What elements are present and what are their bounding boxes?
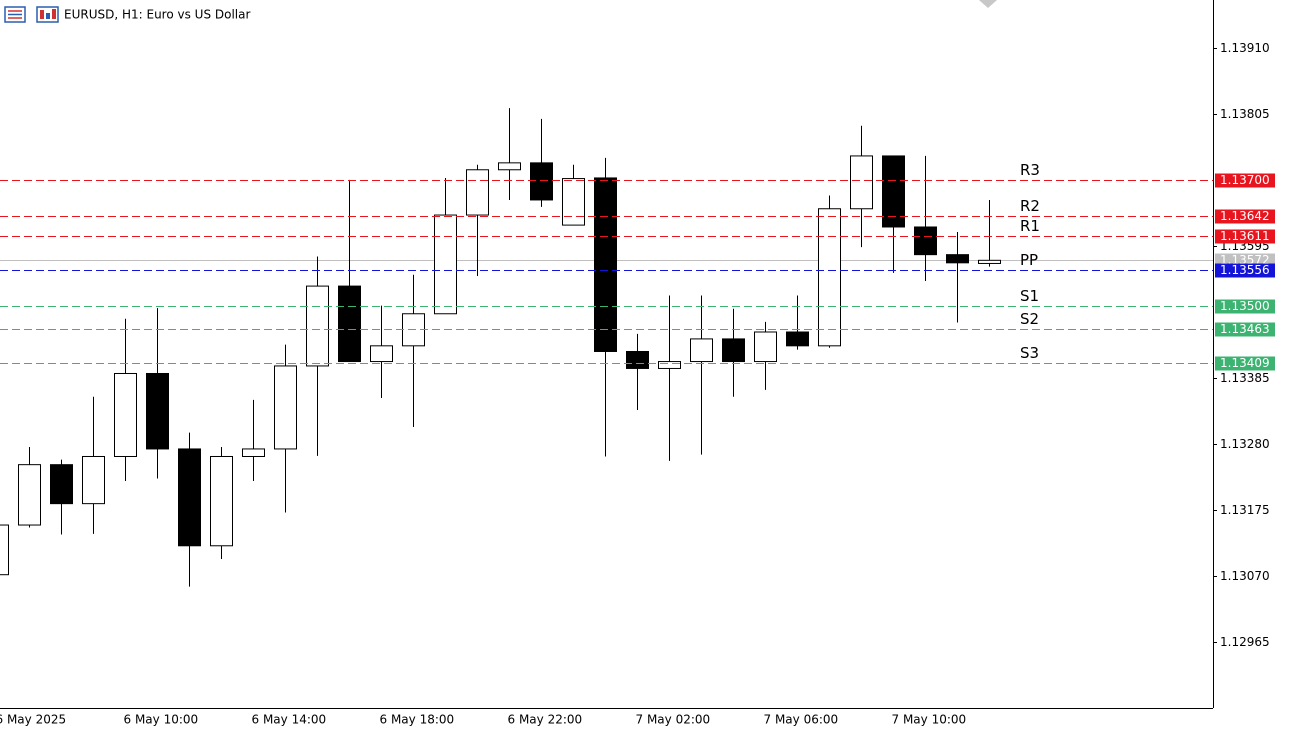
pivot-axis-label: 1.13700 bbox=[1220, 173, 1270, 187]
candle-body bbox=[306, 285, 329, 367]
pivot-name: S1 bbox=[1020, 287, 1039, 305]
candle-body bbox=[882, 155, 905, 228]
candle-body bbox=[18, 464, 41, 526]
x-tick-label: 6 May 18:00 bbox=[380, 713, 455, 727]
pivot-name: S3 bbox=[1020, 344, 1039, 362]
chart-title: EURUSD, H1: Euro vs US Dollar bbox=[64, 8, 250, 22]
candle-body bbox=[338, 285, 361, 363]
pivot-name: R3 bbox=[1020, 161, 1040, 179]
candle-body bbox=[466, 169, 489, 216]
pivot-axis-box bbox=[1215, 299, 1275, 314]
pivot-axis-box bbox=[1215, 322, 1275, 337]
pivot-axis-label: 1.13642 bbox=[1220, 209, 1270, 223]
candle-body bbox=[498, 162, 521, 171]
candle-body bbox=[242, 448, 265, 457]
candle-body bbox=[946, 254, 969, 264]
x-tick-label: 6 May 22:00 bbox=[508, 713, 583, 727]
x-tick-label: 6 May 2025 bbox=[0, 713, 66, 727]
pivot-axis-box bbox=[1215, 229, 1275, 244]
candle-body bbox=[114, 372, 137, 457]
pivot-name: R1 bbox=[1020, 217, 1040, 235]
pivot-axis-box bbox=[1215, 209, 1275, 224]
candle-body bbox=[530, 162, 553, 201]
y-tick-label: 1.13280 bbox=[1220, 437, 1270, 451]
candle-body bbox=[722, 338, 745, 363]
pivot-axis-label: 1.13611 bbox=[1220, 229, 1270, 243]
pivot-axis-box bbox=[1215, 173, 1275, 188]
candle-body bbox=[850, 155, 873, 210]
candle-body bbox=[274, 365, 297, 450]
candle-body bbox=[786, 331, 809, 347]
candle-body bbox=[434, 214, 457, 315]
pivot-axis-label: 1.13556 bbox=[1220, 263, 1270, 277]
candle-body bbox=[690, 338, 713, 363]
candle-body bbox=[146, 372, 169, 450]
pivot-axis-label: 1.13463 bbox=[1220, 322, 1270, 336]
pivot-name: S2 bbox=[1020, 310, 1039, 328]
pivot-axis-box bbox=[1215, 263, 1275, 278]
candle-body bbox=[978, 259, 1001, 264]
candle-body bbox=[178, 448, 201, 547]
x-tick-label: 6 May 10:00 bbox=[124, 713, 199, 727]
candle-body bbox=[818, 208, 841, 347]
candle-body bbox=[658, 361, 681, 369]
candle-body bbox=[594, 177, 617, 352]
candle-body bbox=[370, 345, 393, 363]
candle-body bbox=[754, 331, 777, 363]
pivot-axis-label: 1.13409 bbox=[1220, 356, 1270, 370]
y-tick-label: 1.13070 bbox=[1220, 569, 1270, 583]
candle-body bbox=[914, 226, 937, 256]
candle-body bbox=[50, 464, 73, 505]
y-tick-label: 1.12965 bbox=[1220, 635, 1270, 649]
pivot-name: R2 bbox=[1020, 197, 1040, 215]
pivot-name: PP bbox=[1020, 251, 1038, 269]
candle-body bbox=[82, 455, 105, 505]
x-tick-label: 6 May 14:00 bbox=[252, 713, 327, 727]
y-tick-label: 1.13805 bbox=[1220, 107, 1270, 121]
y-tick-label: 1.13910 bbox=[1220, 41, 1270, 55]
y-tick-label: 1.13175 bbox=[1220, 503, 1270, 517]
x-tick-label: 7 May 06:00 bbox=[764, 713, 839, 727]
x-tick-label: 7 May 10:00 bbox=[892, 713, 967, 727]
shift-marker bbox=[979, 0, 997, 8]
header-icons bbox=[4, 6, 59, 23]
y-tick-label: 1.13385 bbox=[1220, 371, 1270, 385]
plot-area bbox=[0, 108, 1213, 587]
pivot-axis-label: 1.13500 bbox=[1220, 299, 1270, 313]
candle-body bbox=[626, 350, 649, 369]
pivot-axis-box bbox=[1215, 356, 1275, 371]
candle-body bbox=[562, 178, 585, 226]
candle-body bbox=[210, 455, 233, 547]
candle-body bbox=[0, 524, 9, 576]
x-tick-label: 7 May 02:00 bbox=[636, 713, 711, 727]
